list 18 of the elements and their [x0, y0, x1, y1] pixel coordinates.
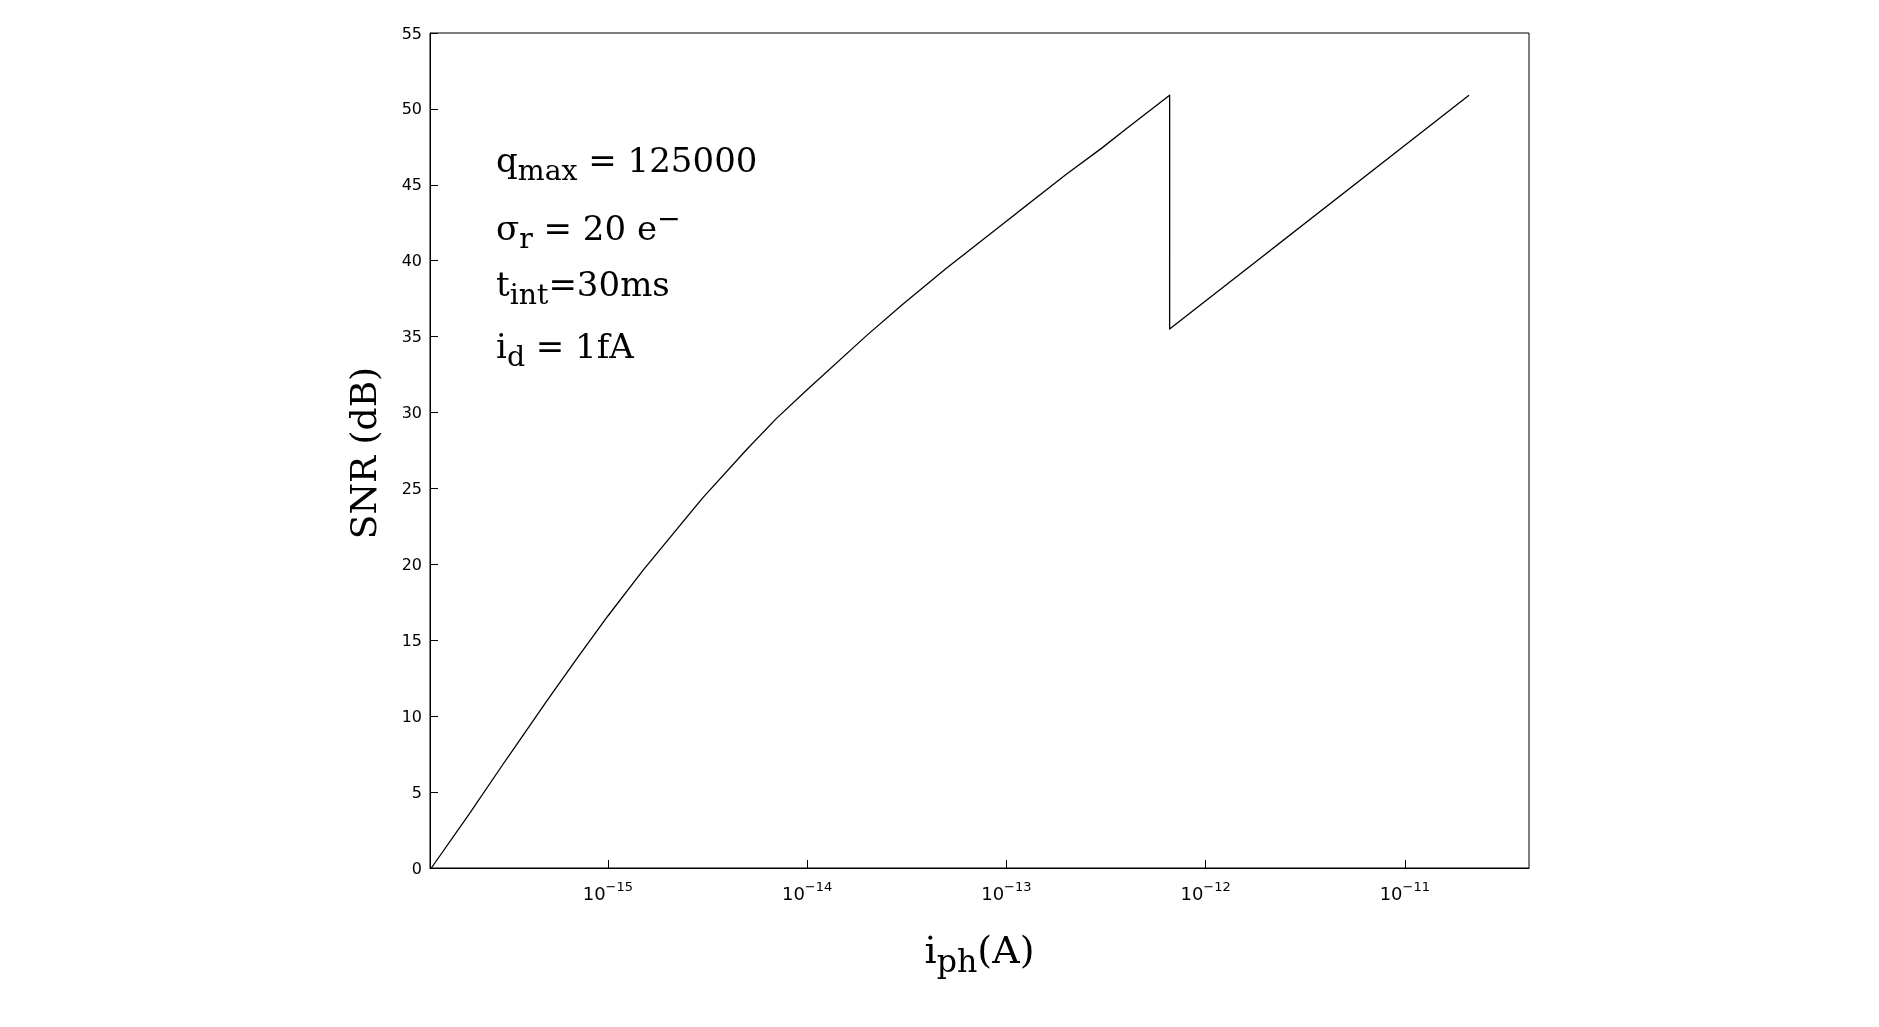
y-tick-label: 35 [401, 327, 422, 347]
annotation: q$_{max}$ = 125000 [496, 140, 758, 187]
annotation: i$_{d}$ = 1fA [496, 326, 634, 373]
y-tick-label: 5 [411, 782, 422, 802]
y-tick-label: 25 [401, 478, 422, 498]
y-tick-label: 30 [401, 403, 422, 423]
y-tick-label: 45 [401, 175, 422, 195]
x-axis-title: i$_{ph}$(A) [923, 928, 1036, 979]
annotation: σ$_{r}$ = 20 e$^{−}$ [496, 202, 681, 256]
y-tick-label: 15 [401, 630, 422, 650]
y-tick-label: 10 [401, 706, 422, 726]
y-tick-label: 0 [411, 858, 422, 878]
y-tick-label: 55 [401, 23, 422, 43]
y-axis-title: SNR (dB) [342, 366, 384, 540]
y-tick-label: 40 [401, 251, 422, 271]
annotation: t$_{int}$=30ms [496, 264, 670, 311]
y-tick-label: 50 [401, 99, 422, 119]
y-tick-label: 20 [401, 554, 422, 574]
